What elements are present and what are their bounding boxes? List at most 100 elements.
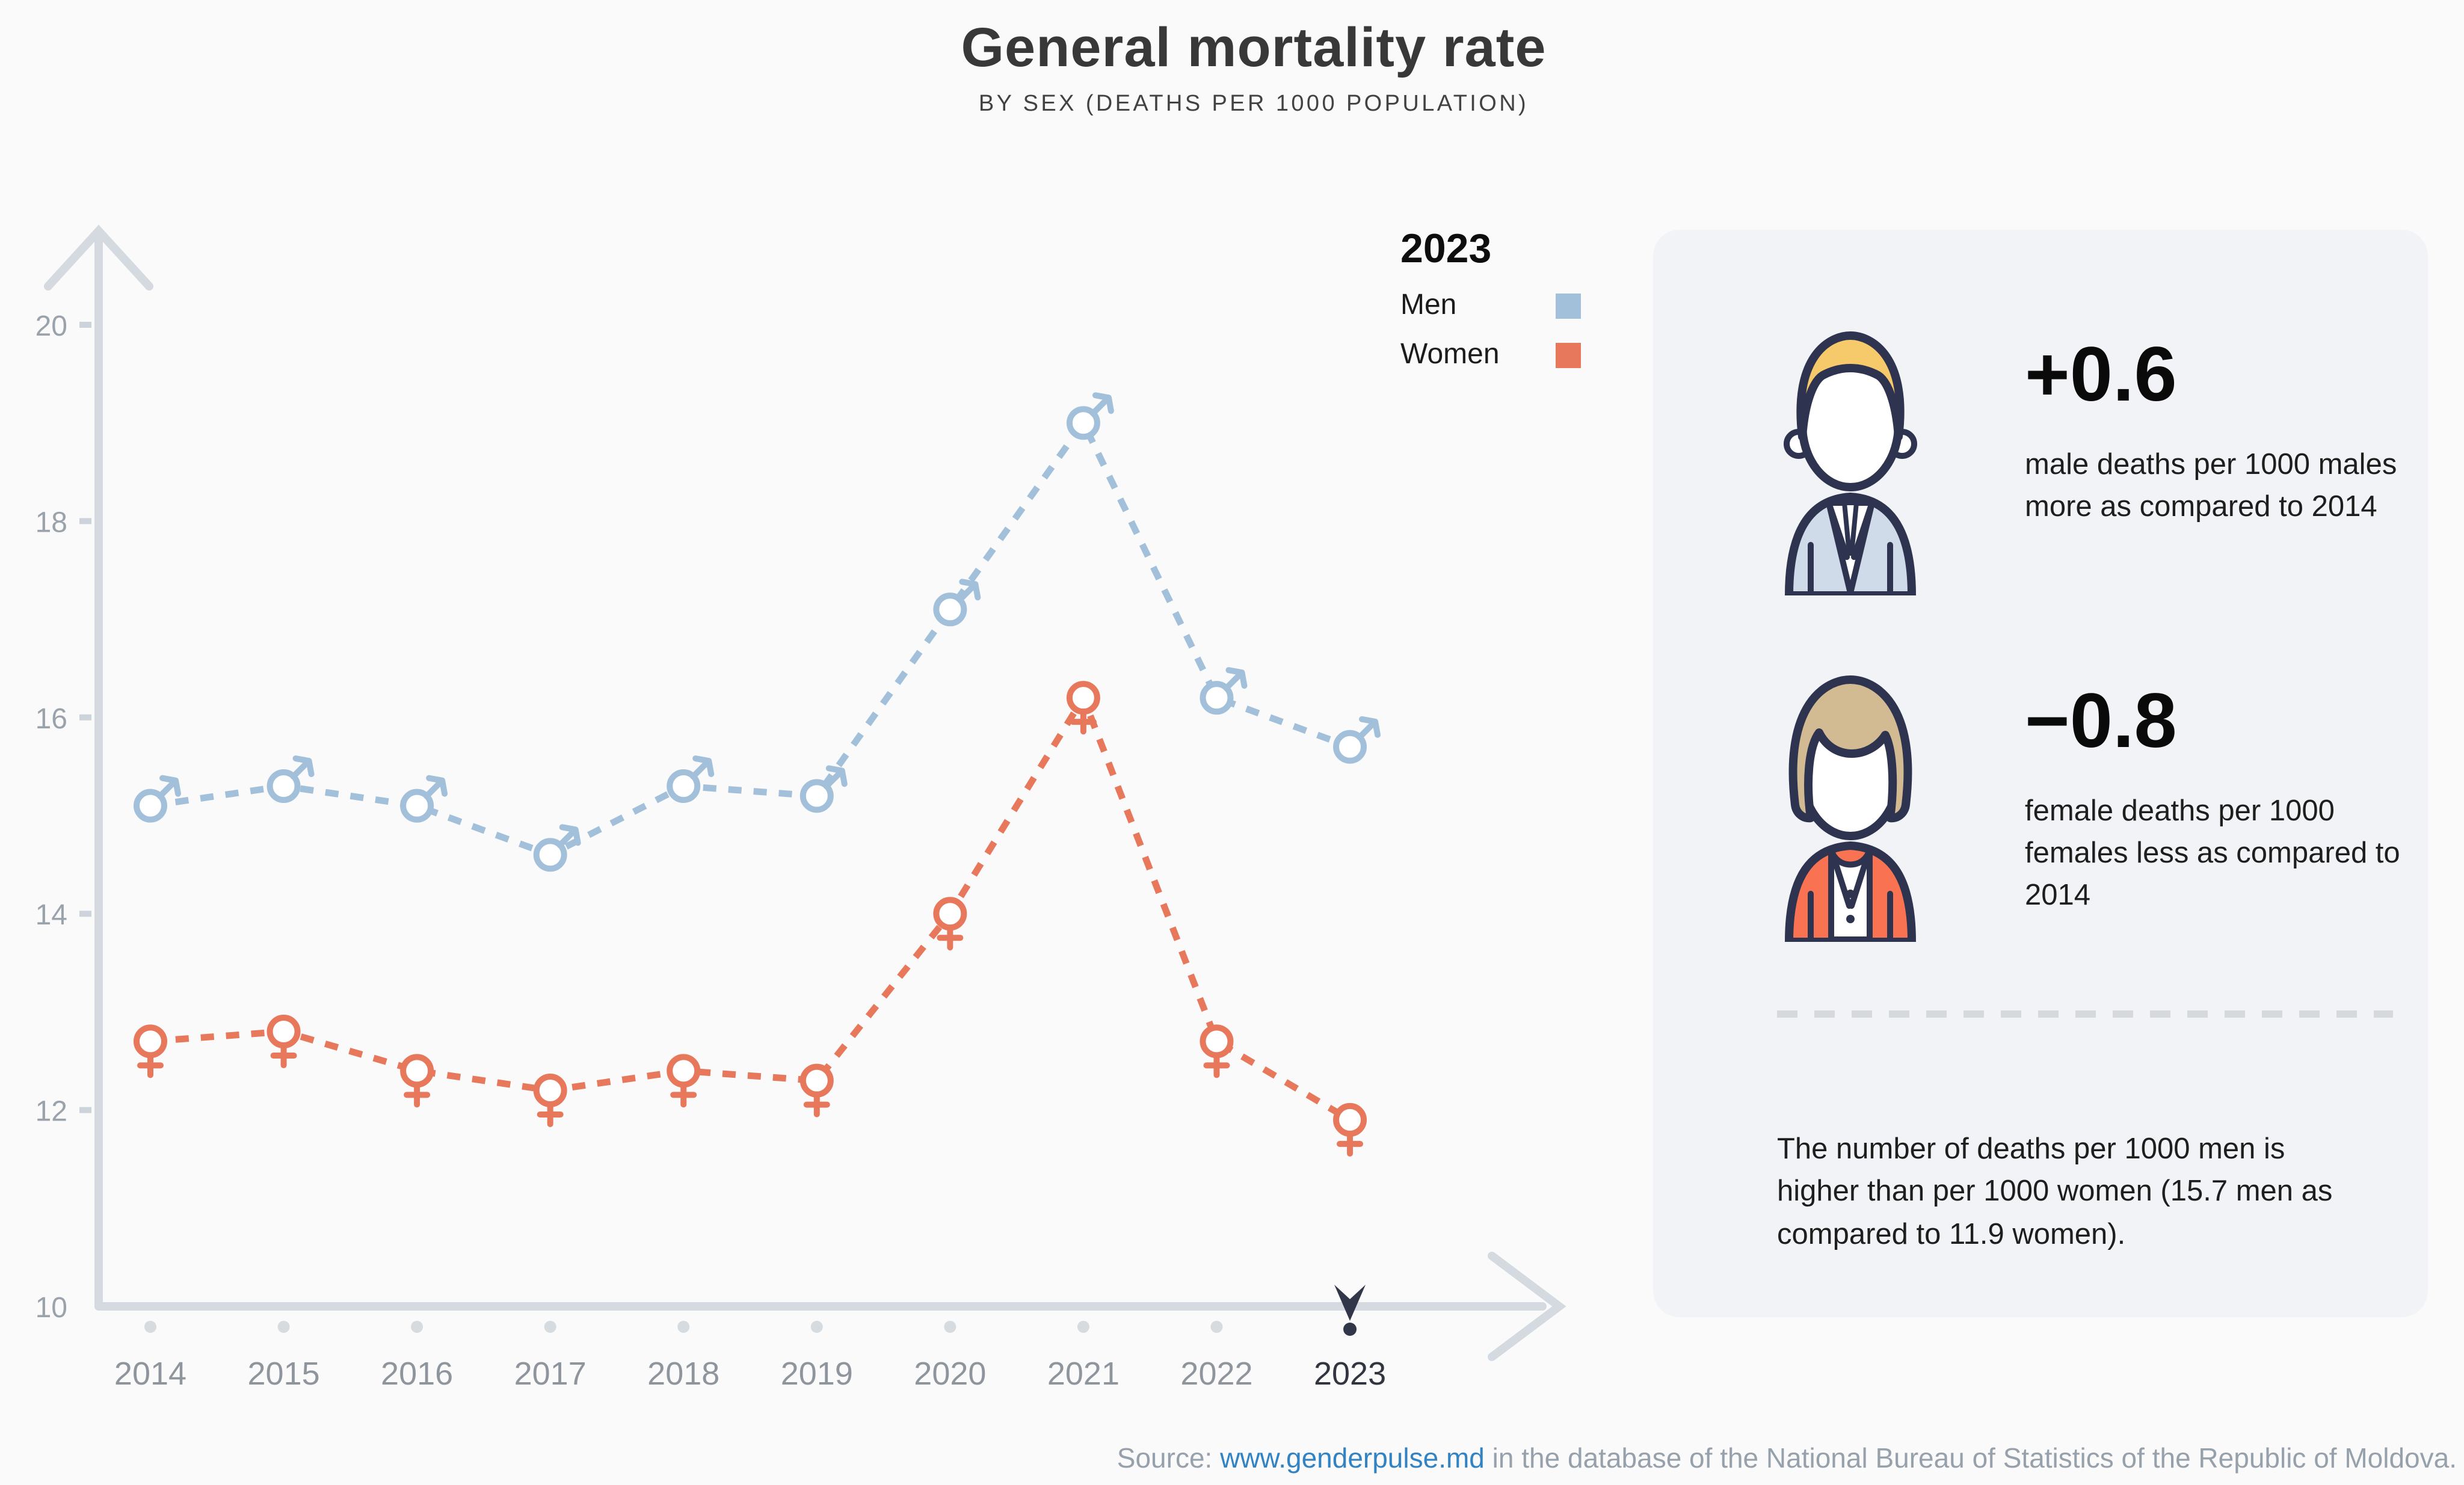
timeline-dot-2023[interactable]	[1343, 1323, 1357, 1336]
y-tick-label-10: 10	[35, 1292, 67, 1324]
male-symbol-icon	[825, 765, 848, 787]
men-marker-2015[interactable]	[266, 755, 315, 804]
women-marker-2014[interactable]	[134, 1024, 167, 1078]
male-symbol-icon	[1223, 670, 1245, 692]
men-marker-2019[interactable]	[799, 765, 848, 813]
legend-item-women: Women	[1400, 338, 1581, 372]
men-marker-2017[interactable]	[533, 824, 581, 872]
men-marker-2018[interactable]	[667, 755, 715, 804]
male-symbol-icon	[667, 769, 701, 804]
male-symbol-icon	[290, 758, 312, 780]
timeline-selected-marker[interactable]	[1334, 1285, 1366, 1321]
female-symbol-icon	[533, 1073, 567, 1107]
timeline-dot-2015[interactable]	[277, 1321, 290, 1333]
male-symbol-icon	[1357, 719, 1378, 740]
legend-item-men: Men	[1400, 289, 1581, 322]
y-tick-label-12: 12	[35, 1096, 67, 1128]
timeline-dot-2020[interactable]	[944, 1321, 956, 1333]
x-year-label-2017[interactable]: 2017	[514, 1356, 587, 1392]
male-symbol-icon	[1225, 667, 1248, 689]
female-symbol-icon	[400, 1054, 434, 1088]
women-marker-2018[interactable]	[667, 1054, 701, 1108]
source-suffix: in the database of the National Bureau o…	[1484, 1442, 2457, 1474]
women-series-line	[150, 690, 1352, 1123]
female-symbol-icon	[933, 897, 967, 931]
y-tick-label-18: 18	[35, 506, 67, 538]
x-year-label-2021[interactable]: 2021	[1047, 1356, 1120, 1392]
women-marker-2021[interactable]	[1066, 681, 1100, 735]
male-symbol-icon	[424, 778, 445, 799]
male-symbol-icon	[159, 775, 181, 797]
men-marker-2020[interactable]	[933, 579, 981, 627]
women-marker-2015[interactable]	[266, 1015, 301, 1069]
male-symbol-icon	[933, 592, 967, 627]
timeline-dot-2014[interactable]	[144, 1321, 156, 1333]
male-symbol-icon	[1200, 681, 1234, 715]
x-year-label-2023[interactable]: 2023	[1314, 1356, 1386, 1392]
x-year-label-2015[interactable]: 2015	[247, 1356, 319, 1392]
male-symbol-icon	[959, 579, 981, 601]
male-symbol-icon	[157, 778, 178, 799]
women-marker-2023[interactable]	[1333, 1102, 1367, 1157]
dashed-divider	[1777, 1010, 2393, 1018]
timeline-dot-2016[interactable]	[411, 1321, 424, 1333]
men-marker-2023[interactable]	[1333, 716, 1381, 764]
female-stat-description: female deaths per 1000 females less as c…	[2025, 795, 2400, 912]
women-marker-2019[interactable]	[799, 1063, 834, 1118]
female-symbol-icon	[134, 1024, 167, 1059]
women-marker-2016[interactable]	[400, 1054, 434, 1108]
women-marker-2020[interactable]	[933, 897, 967, 951]
male-symbol-icon	[956, 582, 978, 603]
female-symbol-icon	[1066, 681, 1100, 715]
male-symbol-icon	[799, 779, 834, 813]
women-marker-2022[interactable]	[1200, 1024, 1234, 1078]
male-stat-value: +0.6	[2025, 331, 2177, 417]
timeline-dot-2021[interactable]	[1077, 1321, 1089, 1333]
x-year-label-2022[interactable]: 2022	[1180, 1356, 1252, 1392]
male-symbol-icon	[1333, 730, 1367, 764]
y-tick-label-20: 20	[35, 310, 67, 342]
timeline-dot-2022[interactable]	[1210, 1321, 1223, 1333]
male-symbol-icon	[1092, 392, 1114, 414]
female-symbol-icon	[799, 1063, 834, 1098]
male-symbol-icon	[692, 755, 715, 778]
page-title: General mortality rate	[961, 16, 1547, 78]
source-line: Source: www.genderpulse.md in the databa…	[772, 1442, 2457, 1475]
male-symbol-icon	[1089, 395, 1111, 417]
male-symbol-icon	[556, 827, 578, 849]
men-marker-2022[interactable]	[1200, 667, 1248, 715]
timeline-dot-2019[interactable]	[810, 1321, 823, 1333]
source-link[interactable]: www.genderpulse.md	[1220, 1442, 1485, 1474]
timeline-dot-2017[interactable]	[544, 1321, 556, 1333]
male-symbol-icon	[1359, 716, 1381, 738]
male-stat-description: male deaths per 1000 males more as compa…	[2025, 449, 2397, 523]
female-stat-value: −0.8	[2025, 677, 2177, 764]
stats-side-panel: +0.6 male deaths per 1000 males more as …	[1653, 230, 2428, 1317]
x-year-label-2020[interactable]: 2020	[914, 1356, 986, 1392]
male-symbol-icon	[400, 789, 434, 823]
men-color-swatch	[1556, 293, 1581, 318]
male-symbol-icon	[823, 768, 845, 790]
x-year-label-2016[interactable]: 2016	[381, 1356, 453, 1392]
male-symbol-icon	[292, 755, 315, 778]
men-marker-2014[interactable]	[134, 775, 181, 823]
y-tick-label-16: 16	[35, 703, 67, 735]
source-prefix: Source:	[1116, 1442, 1221, 1474]
x-year-label-2019[interactable]: 2019	[781, 1356, 853, 1392]
legend-year-heading: 2023	[1400, 226, 1492, 272]
woman-avatar-icon	[1785, 675, 1916, 942]
men-marker-2021[interactable]	[1066, 392, 1114, 440]
men-series-line	[150, 416, 1351, 859]
x-year-label-2014[interactable]: 2014	[114, 1356, 186, 1392]
timeline-dot-2018[interactable]	[677, 1321, 690, 1333]
men-marker-2016[interactable]	[400, 775, 448, 823]
male-symbol-icon	[134, 789, 167, 823]
women-marker-2017[interactable]	[533, 1073, 567, 1127]
legend-label-women: Women	[1400, 338, 1500, 370]
chart-legend: 2023 Men Women	[1400, 226, 1581, 372]
male-symbol-icon	[426, 775, 448, 797]
male-symbol-icon	[533, 838, 567, 872]
x-year-label-2018[interactable]: 2018	[647, 1356, 719, 1392]
